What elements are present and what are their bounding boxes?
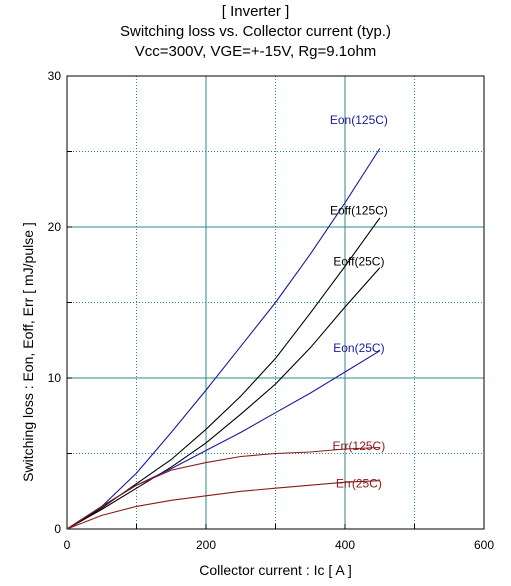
series-line-err-25c bbox=[66, 480, 380, 530]
y-axis-label: Switching loss : Eon, Eoff, Err [ mJ/pul… bbox=[20, 222, 36, 482]
series-label-err-125c: Err(125C) bbox=[333, 439, 386, 453]
chart-title-line-2: Switching loss vs. Collector current (ty… bbox=[120, 23, 391, 40]
chart-title-line-1: [ Inverter ] bbox=[221, 3, 290, 20]
x-tick-label: 200 bbox=[196, 538, 216, 552]
x-tick-label: 0 bbox=[64, 538, 71, 552]
series-line-err-125c bbox=[66, 446, 380, 530]
series-label-eon-25c: Eon(25C) bbox=[333, 341, 384, 355]
series-label-eoff-125c: Eoff(125C) bbox=[330, 203, 388, 217]
series-label-eoff-25c: Eoff(25C) bbox=[333, 255, 384, 269]
series-line-eon-125c bbox=[66, 148, 381, 530]
y-tick-label: 30 bbox=[48, 69, 62, 83]
y-tick-label: 0 bbox=[54, 522, 61, 536]
chart-title-line-3: Vcc=300V, VGE=+-15V, Rg=9.1ohm bbox=[134, 43, 377, 60]
x-axis-label: Collector current : Ic [ A ] bbox=[199, 562, 352, 578]
x-tick-label: 600 bbox=[474, 538, 494, 552]
series-label-err-25c: Err(25C) bbox=[336, 477, 382, 491]
series-line-eoff-25c bbox=[66, 267, 381, 530]
x-tick-label: 400 bbox=[335, 538, 355, 552]
series-label-eon-125c: Eon(125C) bbox=[330, 113, 388, 127]
y-tick-label: 10 bbox=[48, 371, 62, 385]
y-tick-label: 20 bbox=[48, 220, 62, 234]
